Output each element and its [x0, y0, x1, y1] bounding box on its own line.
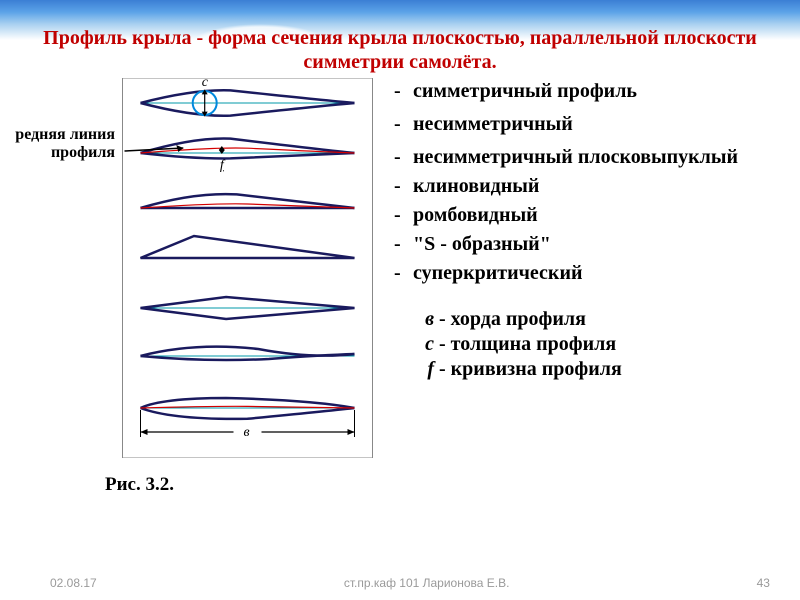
- svg-text:f: f: [220, 158, 226, 173]
- definitions-list: в - хорда профиляс - толщина профиляf - …: [408, 307, 780, 382]
- profile-type-item: - несимметричный плосковыпуклый: [390, 146, 780, 169]
- footer-page: 43: [757, 576, 770, 590]
- definition-row: с - толщина профиля: [408, 332, 780, 357]
- camber-line-label: редняя линия профиля: [0, 126, 115, 161]
- airfoil-profiles-diagram: c f в: [120, 78, 375, 458]
- footer-author: ст.пр.каф 101 Ларионова Е.В.: [344, 576, 510, 590]
- profile-type-item: - суперкритический: [390, 262, 780, 285]
- profile-type-item: - "S - образный": [390, 233, 780, 256]
- camber-label-line1: редняя линия: [15, 126, 115, 143]
- footer-date: 02.08.17: [50, 576, 97, 590]
- profile-type-item: - несимметричный: [390, 113, 780, 136]
- svg-text:c: c: [202, 78, 209, 90]
- profile-type-item: - клиновидный: [390, 175, 780, 198]
- right-column: - симметричный профиль - несимметричный - …: [390, 78, 780, 382]
- left-column: редняя линия профиля cfв Рис. 3.2.: [0, 78, 390, 382]
- svg-text:в: в: [244, 425, 250, 440]
- footer: 02.08.17 ст.пр.каф 101 Ларионова Е.В. 43: [0, 576, 800, 590]
- profile-type-item: - симметричный профиль: [390, 80, 780, 103]
- camber-label-line2: профиля: [51, 144, 115, 161]
- content-area: редняя линия профиля cfв Рис. 3.2. - сим…: [0, 74, 800, 382]
- figure-caption: Рис. 3.2.: [105, 474, 174, 496]
- profile-type-list: - симметричный профиль - несимметричный - …: [390, 80, 780, 285]
- definition-row: f - кривизна профиля: [408, 357, 780, 382]
- profile-type-item: - ромбовидный: [390, 204, 780, 227]
- definition-row: в - хорда профиля: [408, 307, 780, 332]
- page-title: Профиль крыла - форма сечения крыла плос…: [0, 0, 800, 74]
